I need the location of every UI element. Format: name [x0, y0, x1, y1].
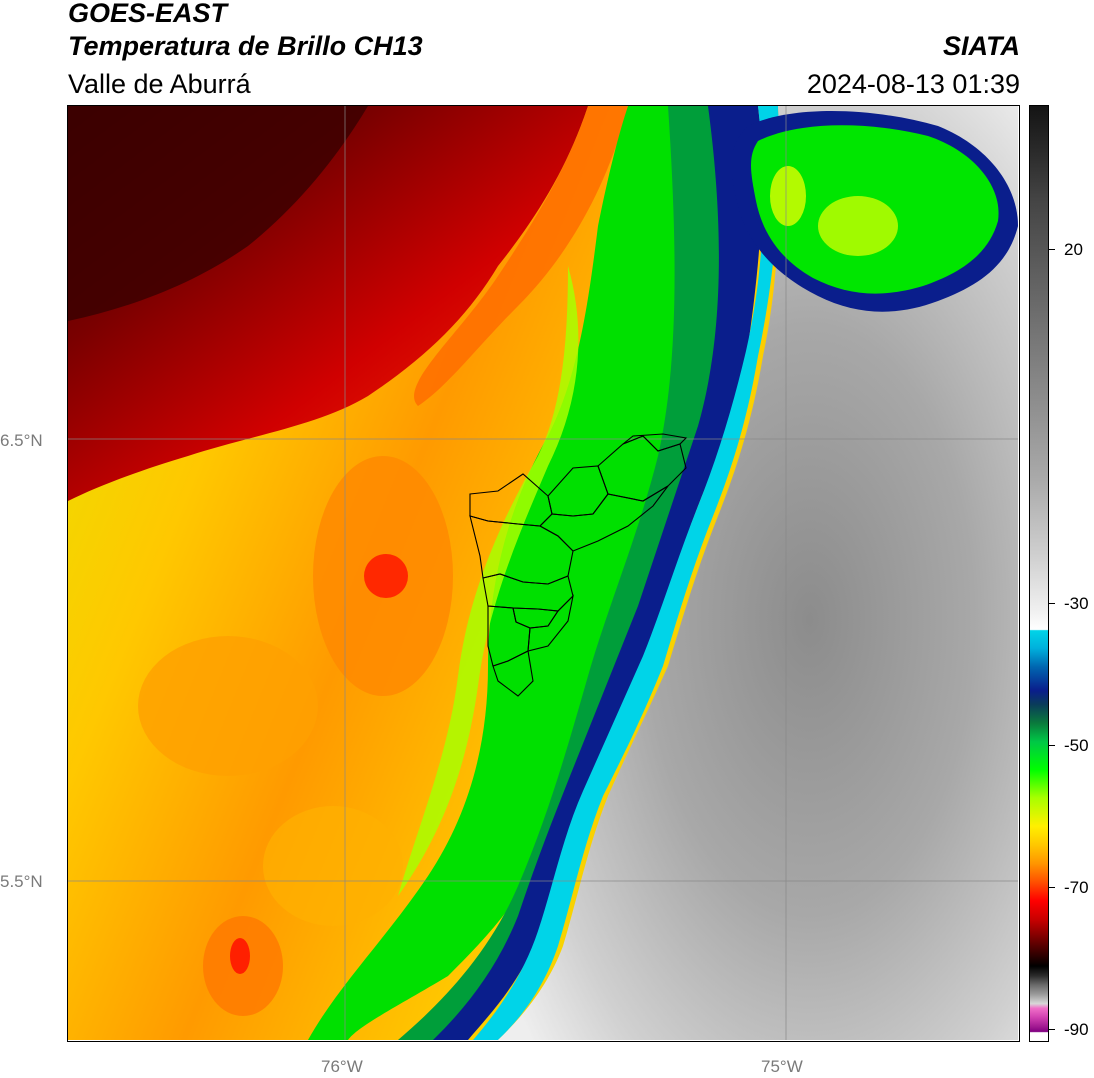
lon-label-76W: 76°W — [321, 1057, 363, 1076]
field-ne-cluster-yellow — [818, 196, 898, 256]
timestamp-label: 2024-08-13 01:39 — [806, 69, 1020, 99]
colorbar-label-minus50: -50 — [1064, 736, 1089, 755]
red-patch — [230, 938, 250, 974]
lat-label-6.5N: 6.5°N — [0, 431, 43, 450]
field-orange-fringe — [414, 106, 628, 406]
municipal-boundaries — [469, 433, 688, 697]
field-light-green — [398, 266, 579, 896]
lon-label-75W: 75°W — [761, 1057, 803, 1076]
colorbar-tick — [1049, 603, 1055, 604]
brand-label: SIATA — [943, 31, 1020, 61]
satellite-map[interactable] — [67, 105, 1020, 1042]
colorbar-tick — [1049, 1029, 1055, 1030]
colorbar-label-minus90: -90 — [1064, 1020, 1089, 1039]
field-dark-blue — [433, 106, 763, 1040]
field-green — [308, 106, 712, 1040]
field-ne-cluster-yellow — [770, 166, 806, 226]
product-title: Temperatura de Brillo CH13 — [68, 31, 423, 61]
colorbar-label-20: 20 — [1064, 240, 1083, 259]
colorbar-tick — [1049, 887, 1055, 888]
field-dark-red — [68, 106, 368, 321]
orange-patch — [138, 636, 318, 776]
field-gray — [498, 106, 1018, 1040]
lat-label-5.5N: 5.5°N — [0, 872, 43, 891]
colorbar-label-minus70: -70 — [1064, 878, 1089, 897]
region-subtitle: Valle de Aburrá — [68, 69, 251, 99]
orange-patch — [263, 806, 403, 926]
red-patch — [364, 554, 408, 598]
colorbar-tick — [1049, 745, 1055, 746]
brightness-temperature-field — [68, 106, 1018, 1040]
colorbar-label-minus30: -30 — [1064, 594, 1089, 613]
satellite-title: GOES-EAST — [68, 0, 228, 28]
colorbar — [1029, 105, 1049, 1042]
colorbar-tick — [1049, 249, 1055, 250]
